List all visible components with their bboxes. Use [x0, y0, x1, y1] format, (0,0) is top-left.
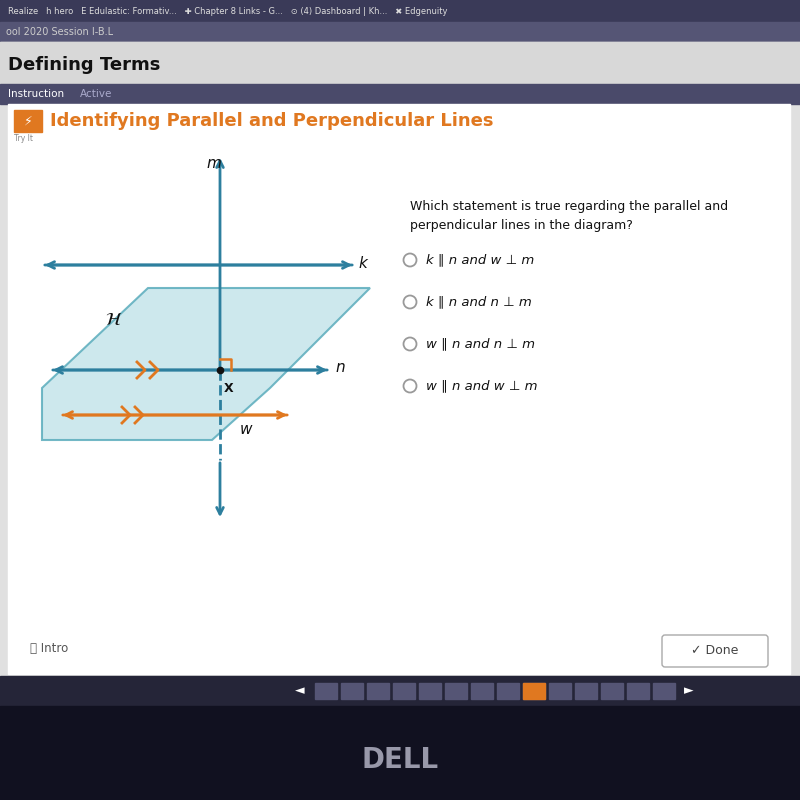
Text: k ∥ n and n ⊥ m: k ∥ n and n ⊥ m [426, 295, 532, 309]
Bar [0, 22, 800, 42]
Bar [0, 0, 800, 22]
Bar [523, 683, 545, 699]
Text: $\mathcal{H}$: $\mathcal{H}$ [105, 311, 122, 329]
Text: ⚡: ⚡ [24, 114, 32, 127]
Text: X: X [224, 382, 234, 395]
Text: 🔊 Intro: 🔊 Intro [30, 642, 68, 654]
Bar [0, 84, 800, 104]
Bar [575, 683, 597, 699]
Circle shape [403, 338, 417, 350]
Text: Defining Terms: Defining Terms [8, 56, 160, 74]
Bar [14, 110, 42, 132]
Circle shape [403, 295, 417, 309]
Text: ►: ► [684, 685, 694, 698]
Text: ool 2020 Session I-B.L: ool 2020 Session I-B.L [6, 27, 113, 37]
Text: Identifying Parallel and Perpendicular Lines: Identifying Parallel and Perpendicular L… [50, 112, 494, 130]
Bar [601, 683, 623, 699]
Text: Realize   h hero   E Edulastic: Formativ...   ✚ Chapter 8 Links - G...   ⊙ (4) D: Realize h hero E Edulastic: Formativ... … [8, 6, 447, 15]
Text: m: m [206, 155, 221, 170]
Text: Which statement is true regarding the parallel and
perpendicular lines in the di: Which statement is true regarding the pa… [410, 200, 728, 232]
Text: Instruction: Instruction [8, 89, 64, 99]
Bar [471, 683, 493, 699]
Bar [367, 683, 389, 699]
Circle shape [403, 254, 417, 266]
Text: ✓ Done: ✓ Done [691, 645, 738, 658]
Bar [393, 683, 415, 699]
FancyBboxPatch shape [662, 635, 768, 667]
Bar [653, 683, 675, 699]
Bar [341, 683, 363, 699]
Bar [549, 683, 571, 699]
Bar [8, 104, 790, 674]
Text: w ∥ n and n ⊥ m: w ∥ n and n ⊥ m [426, 338, 535, 350]
Bar [419, 683, 441, 699]
Text: w ∥ n and w ⊥ m: w ∥ n and w ⊥ m [426, 379, 538, 393]
Bar [0, 676, 800, 706]
Bar [0, 42, 800, 84]
Bar [0, 706, 800, 800]
Text: k: k [358, 255, 367, 270]
Text: k ∥ n and w ⊥ m: k ∥ n and w ⊥ m [426, 254, 534, 266]
Bar [627, 683, 649, 699]
Text: n: n [335, 361, 345, 375]
Bar [315, 683, 337, 699]
Text: ◄: ◄ [295, 685, 305, 698]
Polygon shape [42, 288, 370, 440]
Text: Active: Active [80, 89, 112, 99]
Text: w: w [240, 422, 253, 438]
Bar [445, 683, 467, 699]
Text: DELL: DELL [362, 746, 438, 774]
Bar [497, 683, 519, 699]
Bar [0, 42, 800, 700]
Bar [523, 683, 545, 699]
Text: Try It: Try It [14, 134, 33, 143]
Circle shape [403, 379, 417, 393]
